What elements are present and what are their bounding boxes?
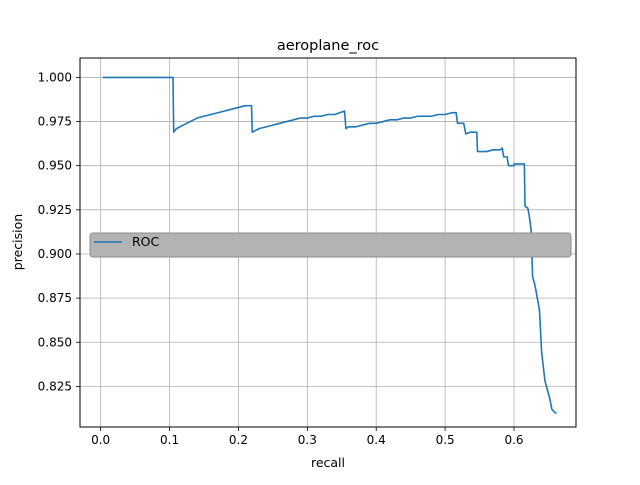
x-tick-label: 0.5 bbox=[436, 433, 455, 447]
y-tick-label: 0.950 bbox=[38, 159, 72, 173]
x-tick-label: 0.4 bbox=[367, 433, 386, 447]
legend: ROC bbox=[89, 232, 572, 258]
chart-title: aeroplane_roc bbox=[277, 38, 379, 54]
y-tick-label: 0.850 bbox=[38, 335, 72, 349]
x-tick-label: 0.6 bbox=[504, 433, 523, 447]
legend-label-roc: ROC bbox=[132, 234, 160, 249]
axis-ticks: 0.0 0.1 0.2 0.3 0.4 0.5 0.6 0.825 0.850 0.875 0.90… bbox=[38, 70, 524, 447]
y-tick-label: 0.825 bbox=[38, 379, 72, 393]
series-layer bbox=[102, 76, 557, 414]
x-tick-label: 0.1 bbox=[160, 433, 179, 447]
y-tick-label: 0.900 bbox=[38, 247, 72, 261]
y-tick-label: 0.875 bbox=[38, 291, 72, 305]
series-line-roc bbox=[102, 76, 557, 414]
y-tick-label: 1.000 bbox=[38, 70, 72, 84]
y-tick-label: 0.975 bbox=[38, 115, 72, 129]
x-tick-label: 0.3 bbox=[298, 433, 317, 447]
x-axis-label: recall bbox=[311, 455, 345, 470]
x-tick-label: 0.0 bbox=[91, 433, 110, 447]
legend-frame bbox=[89, 232, 572, 258]
x-tick-label: 0.2 bbox=[229, 433, 248, 447]
y-axis-label: precision bbox=[10, 214, 25, 270]
y-tick-label: 0.925 bbox=[38, 203, 72, 217]
plot-frame bbox=[79, 57, 577, 428]
